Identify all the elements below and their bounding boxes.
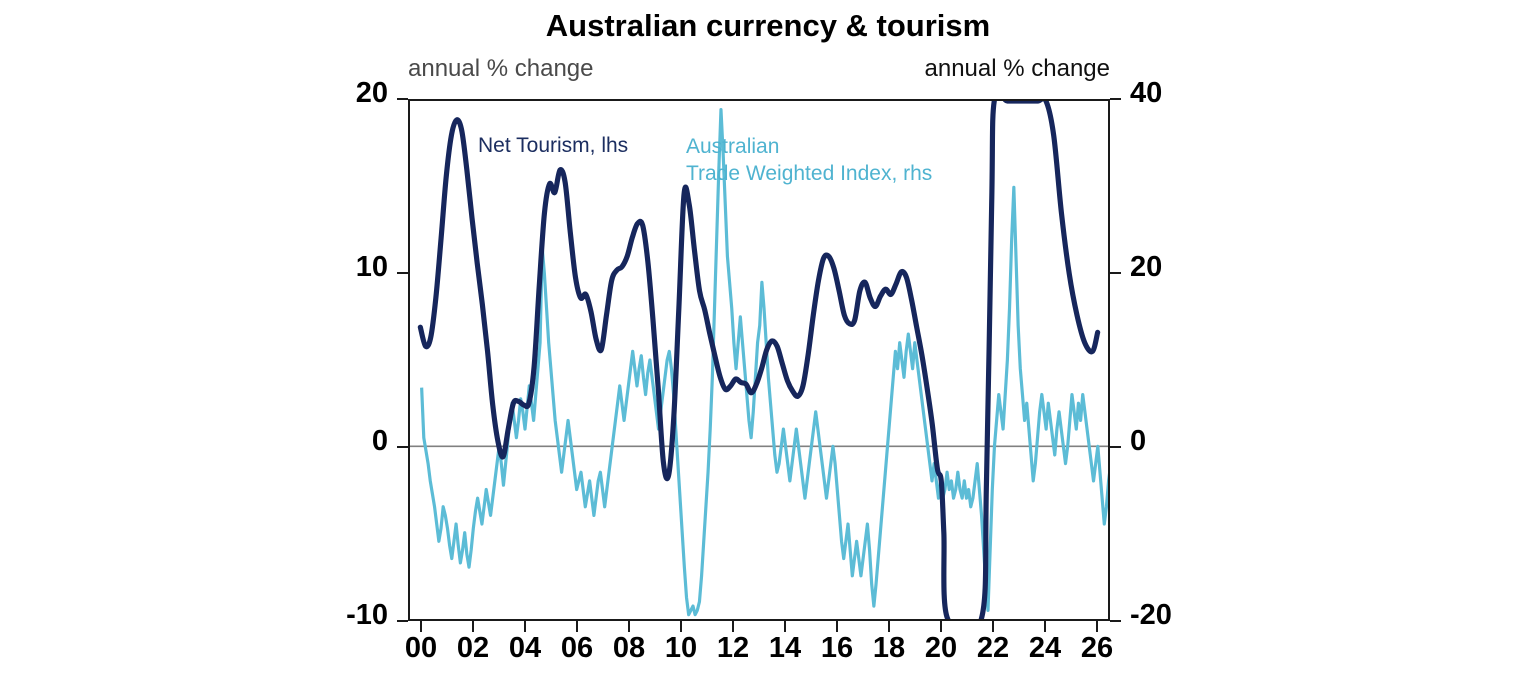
y-axis-right-tick-label: -20	[1130, 599, 1172, 631]
y-axis-left-tick-label: 20	[355, 77, 388, 109]
x-axis-tickmark	[628, 621, 630, 632]
right-axis-unit-label: annual % change	[924, 55, 1110, 82]
x-axis-tickmark	[836, 621, 838, 632]
series-line-net-tourism	[417, 101, 1101, 619]
x-axis-tick-label: 08	[612, 632, 646, 664]
y-axis-right-tick-label: 40	[1130, 77, 1163, 109]
x-axis-tick-label: 04	[508, 632, 542, 664]
x-axis-tickmark	[576, 621, 578, 632]
x-axis-tick-label: 24	[1028, 632, 1062, 664]
x-axis-tick-label: 22	[976, 632, 1010, 664]
x-axis-tick-label: 16	[820, 632, 854, 664]
x-axis-tick-label: 20	[924, 632, 958, 664]
x-axis-tickmark	[1096, 621, 1098, 632]
x-axis-tick-label: 06	[560, 632, 594, 664]
y-axis-right-tickmark	[1110, 98, 1121, 100]
left-axis-unit-label: annual % change	[408, 55, 594, 82]
x-axis-tickmark	[940, 621, 942, 632]
y-axis-right-tick-label: 20	[1130, 251, 1163, 283]
x-axis-tick-label: 14	[768, 632, 802, 664]
y-axis-left-tickmark	[397, 620, 408, 622]
y-axis-left-tick-label: 10	[355, 251, 388, 283]
x-axis-tickmark	[732, 621, 734, 632]
y-axis-left-tickmark	[397, 98, 408, 100]
y-axis-right-tickmark	[1110, 446, 1121, 448]
x-axis-tickmark	[992, 621, 994, 632]
y-axis-left-tick-label: -10	[346, 599, 388, 631]
series-label-line2: Trade Weighted Index, rhs	[686, 161, 933, 185]
x-axis-tickmark	[524, 621, 526, 632]
y-axis-left-tick-label: 0	[371, 425, 388, 457]
series-label-net-tourism: Net Tourism, lhs	[478, 134, 629, 157]
series-label-trade-weighted-index: Australian Trade Weighted Index, rhs	[686, 134, 932, 188]
y-axis-right-tick-label: 0	[1130, 425, 1147, 457]
series-line-trade-weighted-index	[420, 108, 1108, 617]
x-axis-tickmark	[680, 621, 682, 632]
y-axis-left-tickmark	[397, 272, 408, 274]
x-axis-tickmark	[888, 621, 890, 632]
x-axis-tick-label: 10	[664, 632, 698, 664]
page-title: Australian currency & tourism	[545, 8, 991, 43]
plot-area	[408, 99, 1110, 621]
series-label-line1: Australian	[686, 135, 780, 158]
y-axis-right-tickmark	[1110, 620, 1121, 622]
plot-svg	[410, 101, 1108, 619]
x-axis-tickmark	[420, 621, 422, 632]
x-axis-tick-label: 02	[456, 632, 490, 664]
x-axis-tick-label: 18	[872, 632, 906, 664]
x-axis-tickmark	[1044, 621, 1046, 632]
x-axis-tick-label: 00	[404, 632, 438, 664]
x-axis-tickmark	[784, 621, 786, 632]
x-axis-tick-label: 26	[1080, 632, 1114, 664]
x-axis-tick-label: 12	[716, 632, 750, 664]
y-axis-left-tickmark	[397, 446, 408, 448]
x-axis-tickmark	[472, 621, 474, 632]
y-axis-right-tickmark	[1110, 272, 1121, 274]
